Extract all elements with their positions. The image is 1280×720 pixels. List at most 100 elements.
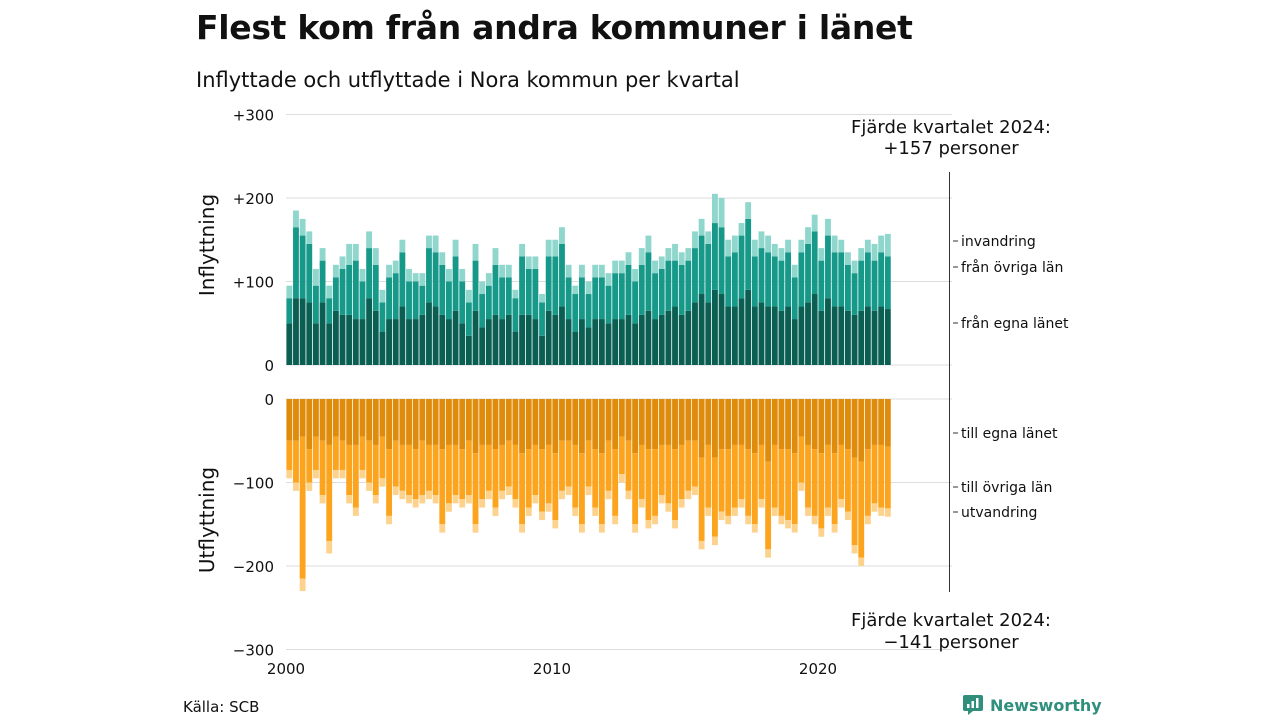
y-tick-label-top: 0 [264,357,274,375]
inflow-bar-other-counties [432,252,439,307]
outflow-bar-other-counties [598,453,605,525]
outflow-bar-emigration [645,520,652,529]
inflow-bar-immigration [439,252,446,265]
inflow-bar-other-counties [805,243,811,303]
outflow-bar-emigration [532,495,539,504]
inflow-bar-other-counties [412,281,419,320]
inflow-bar-own-county [512,331,519,365]
outflow-bar-other-counties [818,453,825,529]
outflow-bar-own-county [638,399,645,445]
inflow-bar-immigration [392,260,399,274]
outflow-bar-own-county [452,399,459,445]
outflow-bar-emigration [585,486,592,496]
outflow-bar-emigration [692,486,698,496]
y-tick-label-bottom: 0 [264,391,274,409]
outflow-bar-emigration [731,507,738,516]
outflow-bar-own-county [352,399,359,445]
inflow-bar-own-county [831,306,838,365]
inflow-bar-own-county [731,306,738,365]
inflow-bar-own-county [465,335,472,365]
outflow-bar-emigration [313,469,319,479]
inflow-bar-other-counties [346,264,353,315]
outflow-bar-own-county [771,399,778,445]
inflow-bar-own-county [545,310,552,365]
inflow-bar-immigration [472,243,479,261]
outflow-bar-own-county [592,399,599,450]
outflow-bar-other-counties [878,444,885,508]
annotation-inflow-line1: Fjärde kvartalet 2024: [851,117,1051,138]
outflow-bar-own-county [598,399,605,454]
inflow-bar-other-counties [452,256,459,311]
outflow-bar-other-counties [392,440,399,487]
inflow-bar-other-counties [446,281,452,320]
inflow-bar-other-counties [359,281,366,320]
outflow-bar-other-counties [419,440,426,496]
outflow-bar-other-counties [446,444,452,504]
inflow-bar-own-county [811,294,818,365]
inflow-bar-own-county [612,319,619,365]
outflow-bar-own-county [745,399,752,450]
y-tick-label-top: +200 [233,190,274,208]
outflow-bar-other-counties [472,453,479,525]
outflow-bar-emigration [499,490,506,500]
inflow-bar-immigration [352,243,359,261]
inflow-bar-other-counties [652,273,658,320]
inflow-bar-other-counties [419,285,426,315]
outflow-bar-own-county [392,399,399,441]
outflow-bar-own-county [831,399,838,454]
outflow-bar-emigration [412,499,419,508]
outflow-bar-other-counties [479,444,486,500]
inflow-bar-other-counties [745,218,752,290]
outflow-bar-other-counties [758,444,765,500]
outflow-bar-own-county [652,399,658,450]
inflow-bar-immigration [838,239,845,253]
outflow-bar-other-counties [293,440,299,483]
inflow-bar-other-counties [572,294,579,332]
outflow-bar-other-counties [825,444,831,508]
outflow-bar-own-county [572,399,579,445]
outflow-bar-emigration [386,515,392,525]
inflow-bar-other-counties [379,302,386,332]
inflow-bar-immigration [718,198,725,228]
outflow-bar-own-county [386,399,392,450]
annotation-inflow-line2: +157 personer [883,138,1019,159]
inflow-bar-immigration [625,252,632,265]
outflow-bar-emigration [519,524,525,533]
inflow-bar-immigration [426,235,432,249]
x-tick-label: 2000 [267,660,305,678]
outflow-bar-other-counties [286,440,293,470]
inflow-bar-other-counties [705,243,712,303]
outflow-bar-emigration [878,507,885,516]
outflow-bar-emigration [545,503,552,512]
outflow-bar-other-counties [386,449,392,516]
outflow-bar-own-county [665,399,672,445]
inflow-bar-immigration [638,248,645,265]
outflow-bar-own-county [678,399,685,445]
outflow-bar-emigration [559,490,565,500]
inflow-bar-own-county [286,323,293,365]
outflow-bar-other-counties [366,440,373,483]
y-tick-label-bottom: −300 [233,642,274,660]
inflow-bar-other-counties [838,252,845,307]
inflow-bar-immigration [532,256,539,269]
outflow-bar-other-counties [406,444,412,496]
outflow-bar-own-county [465,399,472,441]
inflow-bar-immigration [512,289,519,299]
outflow-bar-own-county [858,399,865,462]
inflow-bar-other-counties [339,268,346,315]
inflow-bar-immigration [605,273,612,286]
outflow-bar-own-county [286,399,293,441]
inflow-bar-own-county [539,335,545,365]
outflow-bar-other-counties [579,453,585,525]
outflow-bar-other-counties [539,449,545,512]
inflow-bar-own-county [685,310,692,365]
outflow-bar-own-county [625,399,632,441]
inflow-bar-other-counties [539,302,545,336]
outflow-bar-emigration [512,499,519,508]
inflow-bar-own-county [858,310,865,365]
inflow-bar-immigration [771,243,778,257]
outflow-bar-own-county [718,399,725,450]
x-tick-label: 2010 [533,660,571,678]
outflow-bar-emigration [339,469,346,479]
outflow-bar-own-county [778,399,785,450]
